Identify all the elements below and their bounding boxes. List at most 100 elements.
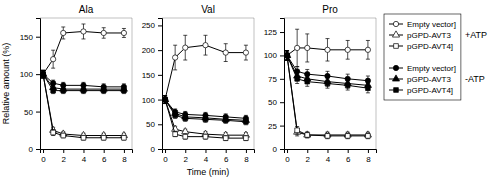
tick-label: 50 bbox=[268, 98, 277, 107]
plot-area bbox=[162, 35, 249, 140]
marker bbox=[365, 47, 370, 52]
tick-mark bbox=[158, 75, 162, 76]
error-bar bbox=[41, 70, 45, 77]
error-bar bbox=[366, 132, 370, 138]
error-bar bbox=[51, 88, 55, 94]
tick: 2 bbox=[62, 149, 67, 164]
tick-mark bbox=[368, 149, 369, 153]
marker bbox=[81, 135, 86, 140]
marker bbox=[122, 135, 127, 140]
marker bbox=[162, 97, 167, 102]
marker bbox=[163, 97, 168, 102]
plot-area bbox=[284, 29, 371, 138]
legend-label: pGPD-AVT3 bbox=[407, 31, 451, 40]
error-bar bbox=[51, 130, 55, 136]
x-axis: 02468 bbox=[41, 149, 133, 164]
error-bar bbox=[81, 24, 85, 39]
error-bar bbox=[203, 35, 207, 55]
axis-line bbox=[158, 19, 163, 150]
tick: 200 bbox=[142, 46, 162, 55]
marker bbox=[61, 30, 66, 35]
tick-mark bbox=[63, 149, 64, 153]
marker bbox=[101, 135, 106, 140]
marker bbox=[183, 134, 188, 139]
error-bar bbox=[41, 70, 45, 77]
tick-mark bbox=[280, 55, 284, 56]
tick-mark bbox=[287, 149, 288, 153]
series-line bbox=[287, 55, 368, 85]
error-bar bbox=[305, 132, 309, 138]
series-line bbox=[287, 55, 368, 135]
tick-mark bbox=[158, 50, 162, 51]
marker bbox=[243, 50, 248, 55]
panel-title: Val bbox=[201, 4, 215, 15]
marker bbox=[173, 132, 178, 137]
tick-mark bbox=[185, 149, 186, 153]
error-bar bbox=[325, 79, 329, 88]
tick-mark bbox=[36, 112, 40, 113]
tick-label: 8 bbox=[366, 155, 371, 164]
tick-label: 50 bbox=[146, 120, 155, 129]
tick: 6 bbox=[102, 149, 107, 164]
tick: 4 bbox=[326, 149, 331, 164]
marker bbox=[325, 81, 330, 86]
tick: 50 bbox=[24, 108, 40, 117]
series-line bbox=[165, 100, 246, 139]
marker bbox=[295, 76, 300, 81]
marker bbox=[244, 119, 249, 124]
series-line bbox=[165, 100, 246, 122]
tick-mark bbox=[43, 149, 44, 153]
marker bbox=[101, 88, 106, 93]
tick: 2 bbox=[184, 149, 189, 164]
tick: 6 bbox=[346, 149, 351, 164]
frame-top bbox=[284, 18, 376, 19]
tick: 2 bbox=[306, 149, 311, 164]
tick-label: 0 bbox=[41, 155, 46, 164]
error-bar bbox=[203, 134, 207, 139]
marker bbox=[51, 130, 56, 135]
error-bar bbox=[173, 112, 177, 118]
marker bbox=[101, 30, 106, 35]
error-bar bbox=[102, 136, 106, 140]
tick-label: 4 bbox=[82, 155, 87, 164]
error-bar bbox=[295, 128, 299, 135]
error-bar bbox=[244, 45, 248, 60]
marker bbox=[183, 45, 188, 50]
marker bbox=[244, 136, 249, 141]
marker bbox=[285, 53, 290, 58]
tick: 150 bbox=[142, 71, 162, 80]
frame-right bbox=[132, 18, 133, 149]
error-bar bbox=[224, 117, 228, 123]
marker bbox=[40, 71, 45, 76]
panel-title: Ala bbox=[79, 4, 94, 15]
error-bar bbox=[61, 133, 65, 137]
marker bbox=[345, 47, 350, 52]
marker bbox=[203, 43, 208, 48]
tick: 0 bbox=[151, 145, 162, 154]
tick: 100 bbox=[264, 51, 284, 60]
tick-mark bbox=[348, 149, 349, 153]
tick-mark bbox=[83, 149, 84, 153]
tick-mark bbox=[158, 124, 162, 125]
annotation: +ATP bbox=[465, 30, 487, 40]
annotation: -ATP bbox=[465, 74, 485, 84]
error-bar bbox=[366, 40, 370, 59]
series bbox=[163, 96, 249, 141]
error-bar bbox=[183, 134, 187, 139]
panel: 024680255075100125Pro bbox=[264, 4, 377, 164]
tick-mark bbox=[280, 149, 284, 150]
series bbox=[162, 96, 248, 122]
chart-container: 02468050100150AlaRelative amount (%)0246… bbox=[0, 0, 500, 181]
marker bbox=[325, 47, 330, 52]
x-axis: 02468 bbox=[163, 149, 255, 164]
series bbox=[284, 29, 370, 66]
error-bar bbox=[81, 88, 85, 94]
error-bar bbox=[346, 133, 350, 139]
error-bar bbox=[346, 81, 350, 90]
axis-line bbox=[280, 19, 285, 150]
legend-item: pGPD-AVT3 bbox=[389, 31, 451, 40]
error-bar bbox=[224, 136, 228, 141]
tick-mark bbox=[104, 149, 105, 153]
error-bar bbox=[41, 70, 45, 77]
error-bar bbox=[325, 132, 329, 138]
